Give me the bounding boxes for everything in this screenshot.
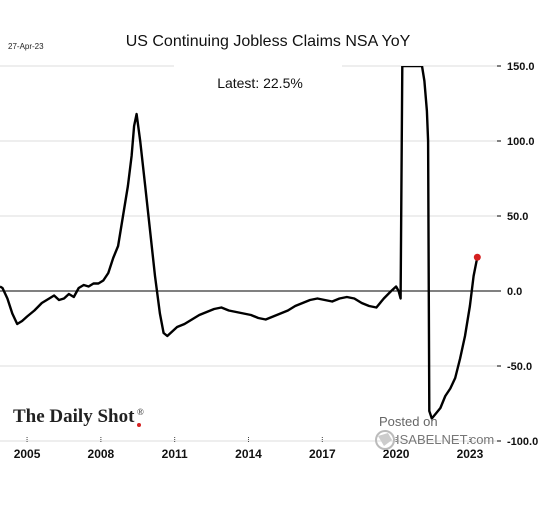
posted-on-text: Posted on — [379, 414, 438, 429]
latest-annotation: Latest: 22.5% — [217, 75, 303, 91]
daily-shot-logo-mark: ® — [137, 407, 144, 417]
y-tick-label: -50.0 — [507, 361, 532, 373]
x-tick-label: 2005 — [14, 447, 41, 461]
x-tick-label: 2023 — [457, 447, 484, 461]
latest-point-marker — [473, 253, 481, 261]
x-tick-label: 2008 — [88, 447, 115, 461]
series-line — [0, 66, 479, 420]
y-axis-ticks: 150.0 100.0 50.0 0.0 -50.0 -100.0 — [497, 61, 538, 448]
date-label: 27-Apr-23 — [8, 42, 44, 51]
daily-shot-logo-dot — [137, 423, 141, 427]
y-tick-label: -100.0 — [507, 436, 538, 448]
x-tick-label: 2017 — [309, 447, 336, 461]
isabelnet-watermark: Posted on ISABELNET.com — [375, 414, 494, 450]
y-tick-label: 100.0 — [507, 136, 535, 148]
isabelnet-globe-arrow-icon — [378, 433, 392, 446]
x-tick-label: 2011 — [162, 447, 188, 461]
x-axis-ticks: 2005 2008 2011 2014 2017 2020 2023 — [14, 437, 484, 461]
x-tick-label: 2014 — [235, 447, 262, 461]
x-tick-label: 2020 — [383, 447, 410, 461]
daily-shot-logo-text: The Daily Shot — [13, 406, 135, 427]
gridlines — [0, 65, 497, 442]
y-tick-label: 150.0 — [507, 61, 535, 73]
annotation-box — [174, 64, 342, 104]
daily-shot-logo: The Daily Shot ® — [13, 406, 144, 427]
isabelnet-site-text: ISABELNET.com — [396, 432, 494, 447]
isabelnet-globe-icon — [375, 430, 395, 450]
y-tick-label: 0.0 — [507, 286, 522, 298]
y-tick-label: 50.0 — [507, 211, 528, 223]
chart-title: US Continuing Jobless Claims NSA YoY — [126, 33, 411, 50]
series-layer — [0, 66, 481, 420]
